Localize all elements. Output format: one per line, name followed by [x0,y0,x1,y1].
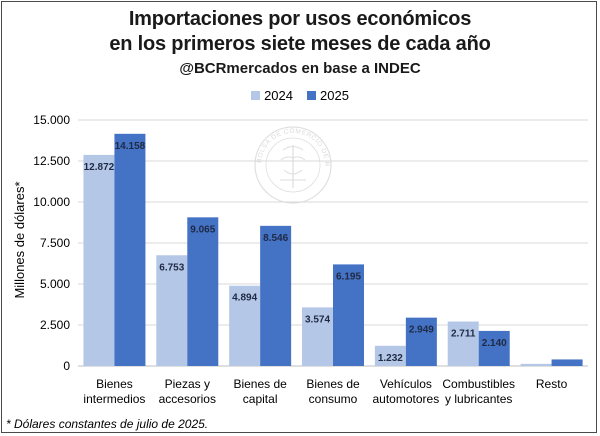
bar-2024 [374,345,406,366]
bars [83,133,583,366]
data-label-2025: 9.065 [190,224,215,235]
bcr-seal-watermark: BOLSA DE COMERCIO DE ROSARIO [0,0,332,204]
bar-2024 [83,154,115,366]
x-tick-label: Bienes intermedios [83,377,145,406]
data-label-2024: 12.872 [84,162,115,173]
bar-2024 [229,285,261,366]
x-tick-label-line: consumo [309,392,358,406]
bar-2025 [333,264,364,366]
x-tick-label-line: Bienes [96,377,133,391]
chart-legend: 2024 2025 [0,88,600,103]
x-tick-label-line: Bienes de [306,377,360,391]
y-tick-label: 7.500 [40,236,70,250]
data-label-2025: 2.140 [482,338,507,349]
data-label-2024: 6.753 [159,262,184,273]
legend-item-2024: 2024 [251,88,293,103]
y-tick-label: 2.500 [40,318,70,332]
legend-label-2024: 2024 [264,88,293,103]
x-tick-label-line: accesorios [159,392,216,406]
x-tick-label: Combustibles y lubricantes [442,377,515,406]
footnote: * Dólares constantes de julio de 2025. [6,417,209,431]
x-tick-label-line: Combustibles [442,377,515,391]
y-tick-label: 5.000 [40,277,70,291]
legend-swatch-2024 [251,91,261,100]
data-label-2025: 6.195 [336,271,361,282]
data-label-2024: 1.232 [378,353,403,364]
x-axis: Bienes intermedios Piezas y accesorios Biene… [83,377,567,406]
x-tick-label: Bienes de consumo [306,377,360,406]
legend-item-2025: 2025 [307,88,349,103]
x-tick-label: Vehículos automotores [373,377,440,406]
bar-2024 [302,307,333,366]
y-axis-title: Millones de dólares* [12,181,27,298]
x-tick-label-line: Bienes de [233,377,287,391]
data-label-2025: 2.949 [409,325,434,336]
y-tick-label: 15.000 [33,113,70,127]
x-tick-label-line: Piezas y [165,377,210,391]
bar-2024 [447,321,479,366]
x-tick-label-line: automotores [373,392,440,406]
x-tick-label: Piezas y accesorios [159,377,216,406]
data-label-2024: 3.574 [305,314,330,325]
y-tick-label: 12.500 [33,154,70,168]
bar-2025 [260,225,292,366]
bar-2024 [520,363,552,366]
x-tick-label-line: Resto [536,377,568,391]
chart-subtitle: @BCRmercados en base a INDEC [179,60,421,77]
data-label-2024: 2.711 [451,329,476,340]
x-tick-label-line: y lubricantes [445,392,512,406]
bar-2025 [478,330,510,366]
y-axis: 0 2.500 5.000 7.500 10.000 12.500 15.000 [33,113,70,373]
x-tick-label-line: intermedios [83,392,145,406]
legend-swatch-2025 [307,91,316,100]
bar-2025 [114,133,146,366]
svg-text:BOLSA DE COMERCIO DE ROSARIO: BOLSA DE COMERCIO DE ROSARIO [0,0,330,167]
x-tick-label-line: capital [243,392,278,406]
chart-title-line2: en los primeros siete meses de cada año [109,33,491,55]
data-label-2024: 4.894 [232,293,257,304]
data-label-2025: 14.158 [115,141,146,152]
y-tick-label: 10.000 [33,195,70,209]
y-tick-label: 0 [63,359,70,373]
x-tick-label-line: Vehículos [380,377,432,391]
bar-2025 [187,217,219,366]
bar-2025 [405,317,437,366]
bar-2024 [156,255,188,366]
x-tick-label: Resto [536,377,568,391]
x-tick-label: Bienes de capital [233,377,287,406]
data-label-2025: 8.546 [263,233,288,244]
bar-2025 [551,359,583,366]
legend-label-2025: 2025 [320,88,349,103]
chart-title-line1: Importaciones por usos económicos [128,8,472,30]
